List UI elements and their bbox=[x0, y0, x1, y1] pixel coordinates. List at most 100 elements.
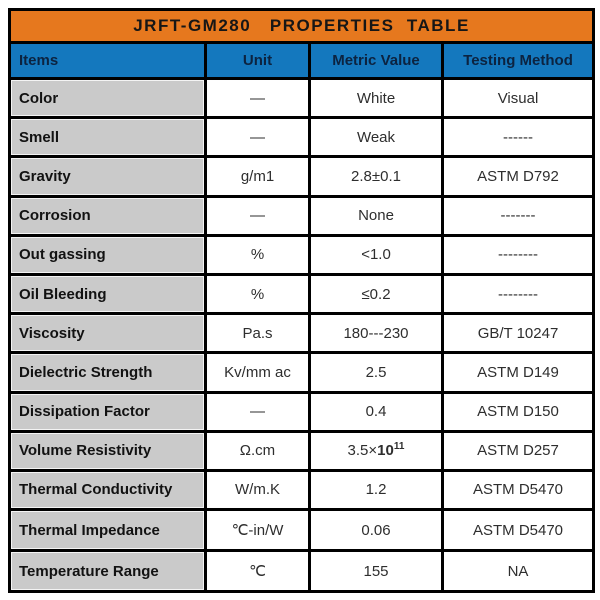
metric-value: 0.4 bbox=[365, 403, 387, 421]
table-title: JRFT-GM280 PROPERTIES TABLE bbox=[7, 8, 596, 44]
metric-value: Weak bbox=[356, 128, 396, 146]
testing-method-cell: ------ bbox=[440, 116, 596, 159]
metric-value: ≤0.2 bbox=[361, 285, 391, 303]
table-row: Corrosion — None ------- bbox=[8, 194, 596, 237]
column-header-items: Items bbox=[8, 41, 207, 80]
testing-method-cell: ------- bbox=[440, 194, 596, 237]
unit-value: Pa.s bbox=[242, 324, 273, 342]
unit-cell: — bbox=[204, 390, 311, 433]
testing-method-value: ASTM D150 bbox=[477, 403, 559, 421]
metric-value: 2.8±0.1 bbox=[351, 167, 401, 185]
metric-value: White bbox=[356, 89, 396, 107]
item-label: Corrosion bbox=[19, 207, 91, 225]
unit-cell: % bbox=[204, 233, 311, 276]
unit-cell: — bbox=[204, 194, 311, 237]
testing-method-cell: -------- bbox=[440, 233, 596, 276]
metric-value-cell: None bbox=[308, 194, 444, 237]
item-label: Viscosity bbox=[19, 324, 85, 342]
table-row: Gravity g/m1 2.8±0.1 ASTM D792 bbox=[8, 155, 596, 198]
item-cell: Smell bbox=[8, 116, 207, 159]
metric-value: 2.5 bbox=[365, 363, 387, 381]
item-label: Oil Bleeding bbox=[19, 285, 107, 303]
item-label: Thermal Impedance bbox=[19, 521, 160, 539]
table-row: Thermal Conductivity W/m.K 1.2 ASTM D547… bbox=[8, 468, 596, 512]
column-header-metric-value: Metric Value bbox=[308, 41, 444, 80]
unit-cell: W/m.K bbox=[204, 468, 311, 512]
table-row: Oil Bleeding % ≤0.2 -------- bbox=[8, 272, 596, 316]
testing-method-cell: ASTM D5470 bbox=[440, 508, 596, 553]
properties-table: JRFT-GM280 PROPERTIES TABLE Items Unit M… bbox=[7, 8, 596, 593]
table-row: Volume Resistivity Ω.cm 3.5×1011 ASTM D2… bbox=[8, 429, 596, 472]
testing-method-value: -------- bbox=[498, 246, 538, 264]
testing-method-value: ASTM D149 bbox=[477, 363, 559, 381]
item-label: Out gassing bbox=[19, 246, 106, 264]
unit-cell: — bbox=[204, 76, 311, 120]
unit-cell: g/m1 bbox=[204, 155, 311, 198]
testing-method-value: GB/T 10247 bbox=[477, 324, 559, 342]
unit-cell: Kv/mm ac bbox=[204, 351, 311, 394]
testing-method-value: ASTM D5470 bbox=[472, 521, 564, 539]
title-row: JRFT-GM280 PROPERTIES TABLE bbox=[7, 8, 596, 44]
metric-value-cell: 0.06 bbox=[308, 508, 444, 553]
unit-cell: — bbox=[204, 116, 311, 159]
item-label: Smell bbox=[19, 128, 60, 146]
unit-value: g/m1 bbox=[240, 167, 275, 185]
unit-cell: % bbox=[204, 272, 311, 316]
testing-method-cell: GB/T 10247 bbox=[440, 312, 596, 355]
metric-value-exponent: 11 bbox=[393, 441, 405, 453]
unit-value: — bbox=[250, 403, 265, 421]
testing-method-value: NA bbox=[507, 562, 529, 580]
item-label: Volume Resistivity bbox=[19, 442, 152, 460]
metric-value-cell: 2.8±0.1 bbox=[308, 155, 444, 198]
testing-method-cell: ASTM D149 bbox=[440, 351, 596, 394]
item-cell: Oil Bleeding bbox=[8, 272, 207, 316]
column-header-testing-method: Testing Method bbox=[440, 41, 596, 80]
column-header-row: Items Unit Metric Value Testing Method bbox=[8, 41, 596, 80]
metric-value-cell: 1.2 bbox=[308, 468, 444, 512]
column-header-unit: Unit bbox=[204, 41, 311, 80]
metric-value: 0.06 bbox=[361, 521, 391, 539]
item-label: Color bbox=[19, 89, 59, 107]
metric-value-cell: White bbox=[308, 76, 444, 120]
table-row: Dielectric Strength Kv/mm ac 2.5 ASTM D1… bbox=[8, 351, 596, 394]
unit-value: W/m.K bbox=[235, 481, 280, 499]
testing-method-cell: ASTM D792 bbox=[440, 155, 596, 198]
unit-value: — bbox=[250, 207, 265, 225]
testing-method-cell: Visual bbox=[440, 76, 596, 120]
metric-value-cell: 3.5×1011 bbox=[308, 429, 444, 472]
testing-method-cell: ASTM D5470 bbox=[440, 468, 596, 512]
table-row: Viscosity Pa.s 180---230 GB/T 10247 bbox=[8, 312, 596, 355]
item-cell: Dissipation Factor bbox=[8, 390, 207, 433]
testing-method-cell: NA bbox=[440, 549, 596, 593]
item-label: Gravity bbox=[19, 167, 71, 185]
table-row: Color — White Visual bbox=[8, 76, 596, 120]
item-cell: Corrosion bbox=[8, 194, 207, 237]
unit-value: ℃-in/W bbox=[231, 522, 284, 540]
unit-value: — bbox=[250, 128, 265, 146]
testing-method-value: Visual bbox=[497, 89, 539, 107]
metric-value: 1.2 bbox=[365, 481, 387, 499]
item-cell: Thermal Conductivity bbox=[8, 468, 207, 512]
testing-method-value: ------ bbox=[503, 128, 533, 146]
testing-method-value: ASTM D792 bbox=[477, 167, 559, 185]
table-row: Dissipation Factor — 0.4 ASTM D150 bbox=[8, 390, 596, 433]
item-cell: Temperature Range bbox=[8, 549, 207, 593]
metric-value-cell: 0.4 bbox=[308, 390, 444, 433]
testing-method-cell: -------- bbox=[440, 272, 596, 316]
testing-method-value: -------- bbox=[498, 285, 538, 303]
metric-value-bold: 10 bbox=[377, 442, 394, 460]
item-cell: Out gassing bbox=[8, 233, 207, 276]
testing-method-cell: ASTM D257 bbox=[440, 429, 596, 472]
item-label: Temperature Range bbox=[19, 562, 159, 580]
item-cell: Gravity bbox=[8, 155, 207, 198]
table-row: Thermal Impedance ℃-in/W 0.06 ASTM D5470 bbox=[8, 508, 596, 553]
metric-value: 180---230 bbox=[343, 324, 409, 342]
metric-value-cell: ≤0.2 bbox=[308, 272, 444, 316]
unit-cell: Pa.s bbox=[204, 312, 311, 355]
unit-cell: ℃ bbox=[204, 549, 311, 593]
metric-value-cell: 2.5 bbox=[308, 351, 444, 394]
metric-value: None bbox=[358, 207, 394, 225]
table-row: Temperature Range ℃ 155 NA bbox=[8, 549, 596, 593]
testing-method-value: ------- bbox=[500, 207, 536, 225]
metric-value-cell: Weak bbox=[308, 116, 444, 159]
